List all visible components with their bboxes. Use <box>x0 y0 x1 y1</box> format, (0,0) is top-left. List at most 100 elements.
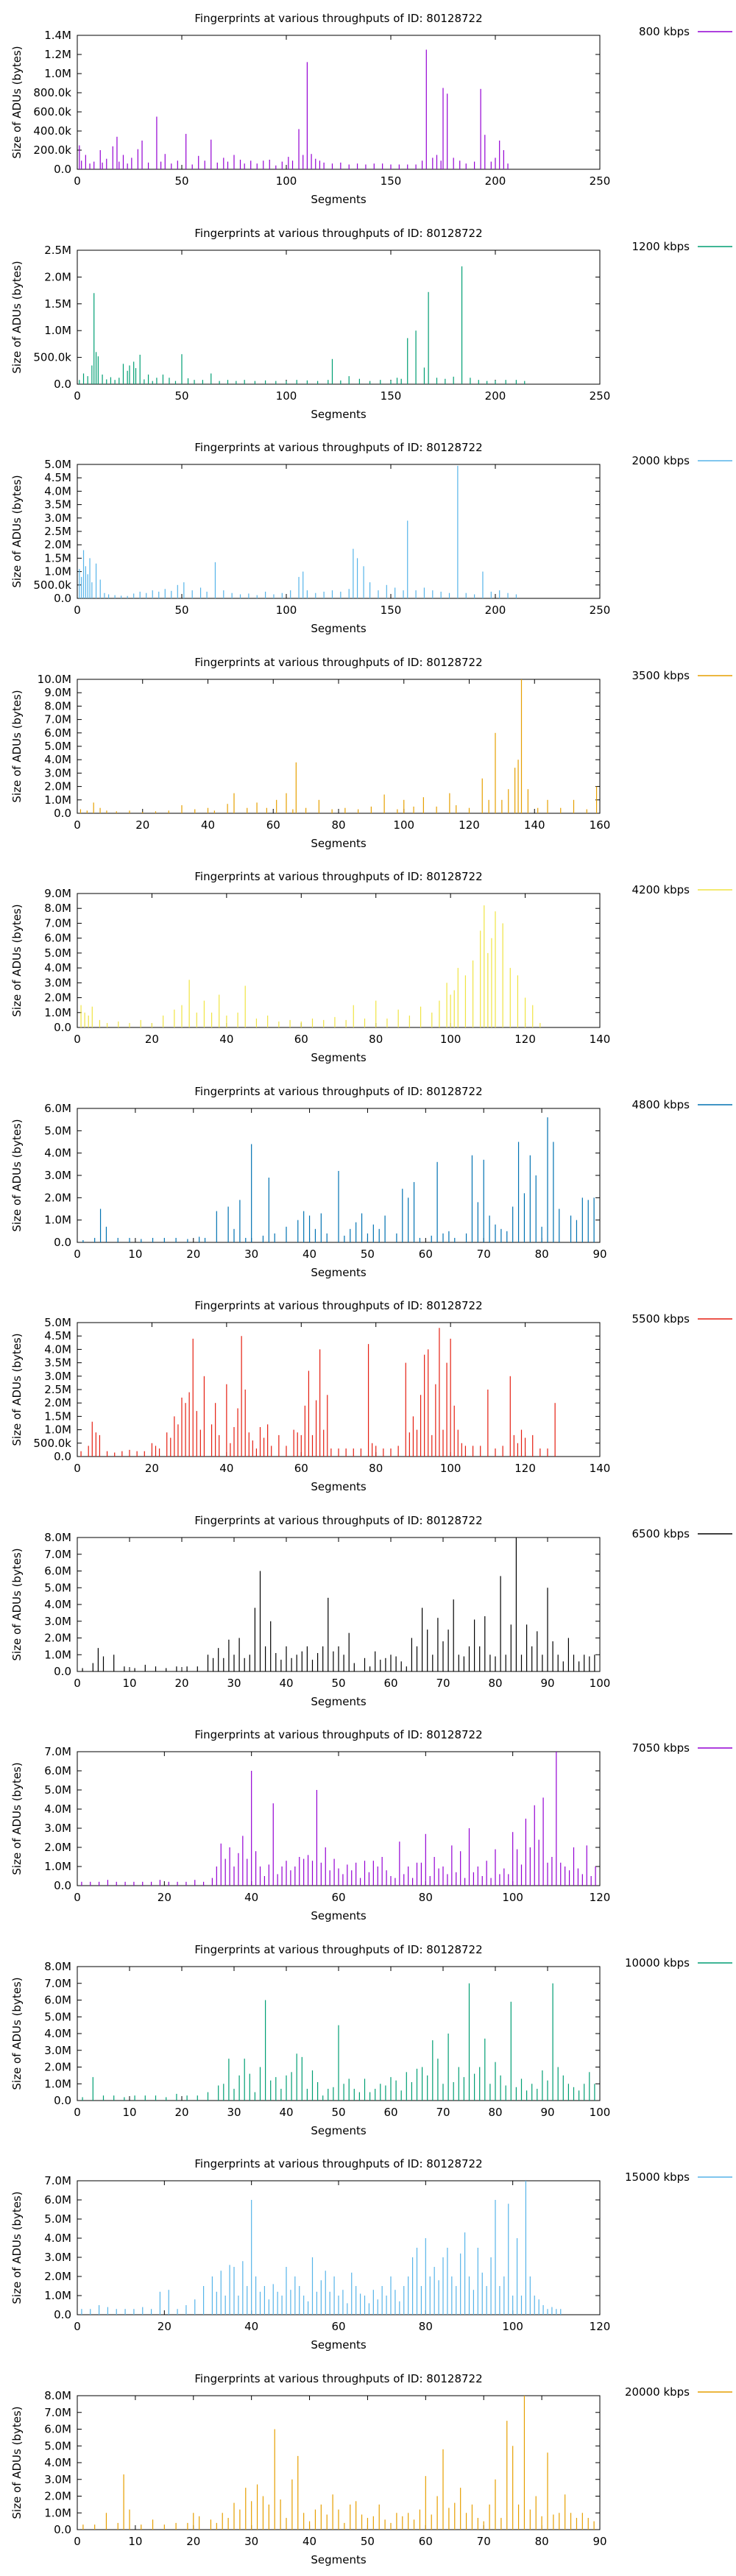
y-tick-label: 1.0M <box>44 2506 71 2519</box>
y-tick-label: 4.0M <box>44 2456 71 2469</box>
x-tick-label: 100 <box>502 2320 523 2333</box>
x-tick-label: 60 <box>383 2106 397 2119</box>
x-tick-label: 80 <box>488 1677 502 1690</box>
x-tick-label: 30 <box>244 1248 258 1261</box>
x-tick-label: 20 <box>135 818 149 832</box>
x-tick-label: 90 <box>540 1677 554 1690</box>
x-tick-label: 60 <box>331 2320 345 2333</box>
y-tick-label: 5.0M <box>44 1124 71 1137</box>
y-tick-label: 500.0k <box>33 350 71 364</box>
x-tick-label: 0 <box>74 1891 81 1904</box>
y-tick-label: 2.0M <box>44 2489 71 2502</box>
x-tick-label: 40 <box>279 2106 293 2119</box>
y-tick-label: 0.0 <box>54 807 71 820</box>
x-tick-label: 120 <box>514 1462 536 1475</box>
chart-panel: Fingerprints at various throughputs of I… <box>10 656 732 850</box>
x-tick-label: 40 <box>302 1248 316 1261</box>
x-tick-label: 20 <box>174 1677 188 1690</box>
y-tick-label: 5.0M <box>44 1783 71 1797</box>
legend-label: 15000 kbps <box>625 2170 690 2184</box>
x-tick-label: 40 <box>302 2535 316 2548</box>
y-tick-label: 5.0M <box>44 2439 71 2452</box>
x-tick-label: 90 <box>592 1248 606 1261</box>
x-tick-label: 0 <box>74 1677 81 1690</box>
x-tick-label: 250 <box>590 174 611 188</box>
y-tick-label: 3.0M <box>44 512 71 525</box>
y-tick-label: 2.0M <box>44 2270 71 2283</box>
x-tick-label: 140 <box>590 1462 611 1475</box>
x-tick-label: 10 <box>128 1248 142 1261</box>
y-tick-label: 4.0M <box>44 1598 71 1611</box>
x-tick-label: 80 <box>488 2106 502 2119</box>
x-tick-label: 40 <box>219 1033 233 1046</box>
x-tick-label: 20 <box>158 2320 171 2333</box>
chart-title: Fingerprints at various throughputs of I… <box>194 2372 482 2385</box>
y-axis-label: Size of ADUs (bytes) <box>10 46 24 158</box>
series-bars <box>81 1752 596 1886</box>
y-tick-label: 1.0M <box>44 1860 71 1873</box>
legend-label: 5500 kbps <box>632 1312 690 1326</box>
plot-frame <box>77 2180 601 2315</box>
x-tick-label: 70 <box>477 1248 491 1261</box>
y-tick-label: 8.0M <box>44 902 71 915</box>
y-tick-label: 1.0M <box>44 2077 71 2090</box>
x-tick-label: 0 <box>74 1248 81 1261</box>
y-tick-label: 7.0M <box>44 1745 71 1758</box>
x-tick-label: 100 <box>502 1891 523 1904</box>
chart-title: Fingerprints at various throughputs of I… <box>194 2157 482 2170</box>
x-tick-label: 200 <box>485 604 506 617</box>
y-tick-label: 4.0M <box>44 1342 71 1356</box>
series-bars <box>80 905 541 1027</box>
y-tick-label: 2.0M <box>44 1631 71 1644</box>
x-tick-label: 150 <box>381 174 402 188</box>
x-tick-label: 0 <box>74 174 81 188</box>
x-tick-label: 50 <box>331 2106 345 2119</box>
chart-panel: Fingerprints at various throughputs of I… <box>10 227 732 421</box>
y-tick-label: 6.0M <box>44 2193 71 2207</box>
y-tick-label: 1.0M <box>44 1213 71 1226</box>
x-tick-label: 120 <box>590 2320 611 2333</box>
y-tick-label: 0.0 <box>54 2308 71 2321</box>
y-tick-label: 8.0M <box>44 2389 71 2402</box>
x-tick-label: 20 <box>174 2106 188 2119</box>
y-tick-label: 1.0M <box>44 565 71 578</box>
x-tick-label: 140 <box>590 1033 611 1046</box>
chart-title: Fingerprints at various throughputs of I… <box>194 1299 482 1312</box>
x-tick-label: 90 <box>592 2535 606 2548</box>
legend-label: 20000 kbps <box>625 2385 690 2399</box>
x-tick-label: 40 <box>201 818 215 832</box>
x-axis-label: Segments <box>311 1480 367 1493</box>
y-tick-label: 600.0k <box>33 105 71 118</box>
y-tick-label: 5.0M <box>44 458 71 471</box>
x-tick-label: 10 <box>122 1677 136 1690</box>
chart-panel: Fingerprints at various throughputs of I… <box>10 1728 732 1922</box>
y-tick-label: 1.5M <box>44 551 71 565</box>
y-tick-label: 8.0M <box>44 1531 71 1544</box>
x-tick-label: 60 <box>294 1462 308 1475</box>
y-tick-label: 3.0M <box>44 2472 71 2485</box>
chart-panel: Fingerprints at various throughputs of I… <box>10 441 732 635</box>
x-tick-label: 60 <box>383 1677 397 1690</box>
x-tick-label: 80 <box>419 1891 433 1904</box>
y-tick-label: 2.0M <box>44 1841 71 1854</box>
chart-title: Fingerprints at various throughputs of I… <box>194 227 482 240</box>
x-tick-label: 160 <box>590 818 611 832</box>
y-tick-label: 4.0M <box>44 1146 71 1159</box>
chart-panel: Fingerprints at various throughputs of I… <box>10 870 732 1064</box>
y-tick-label: 3.0M <box>44 976 71 989</box>
series-bars <box>82 1117 595 1242</box>
y-tick-label: 9.0M <box>44 887 71 900</box>
x-tick-label: 20 <box>158 1891 171 1904</box>
y-tick-label: 400.0k <box>33 124 71 138</box>
y-tick-label: 2.5M <box>44 1383 71 1396</box>
x-tick-label: 30 <box>227 1677 241 1690</box>
y-tick-label: 5.0M <box>44 2010 71 2023</box>
y-tick-label: 5.0M <box>44 740 71 753</box>
y-tick-label: 0.0 <box>54 1665 71 1678</box>
x-tick-label: 80 <box>331 818 345 832</box>
x-tick-label: 0 <box>74 604 81 617</box>
x-tick-label: 50 <box>361 1248 375 1261</box>
x-tick-label: 100 <box>276 174 297 188</box>
y-tick-label: 1.0M <box>44 1006 71 1019</box>
legend-label: 3500 kbps <box>632 669 690 682</box>
